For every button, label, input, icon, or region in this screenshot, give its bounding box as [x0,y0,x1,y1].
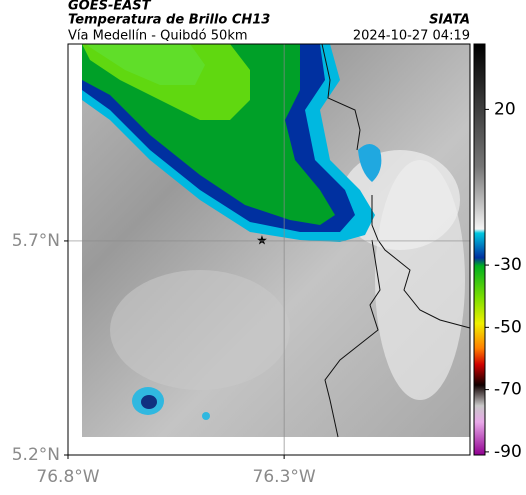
title: GOES-EAST [68,0,152,14]
colorbar-tick-label: -30 [494,255,522,275]
subtitle: Temperatura de Brillo CH13 [68,13,270,28]
satellite-field: ★ [82,43,471,438]
source: SIATA [429,13,470,28]
colorbar-tick-label: -50 [494,317,522,337]
x-tick-label: 76.3°W [253,467,316,487]
y-tick-label: 5.2°N [12,445,60,465]
colorbar-tick-label: -90 [494,442,522,462]
colorbar-tick-label: 20 [494,99,516,119]
colorbar-tick-label: -70 [494,380,522,400]
x-tick-label: 76.8°W [36,467,99,487]
datetime: 2024-10-27 04:19 [353,29,470,44]
y-tick-label: 5.7°N [12,231,60,251]
route: Vía Medellín - Quibdó 50km [68,29,248,44]
colorbar [473,43,486,456]
map-frame [67,43,471,456]
